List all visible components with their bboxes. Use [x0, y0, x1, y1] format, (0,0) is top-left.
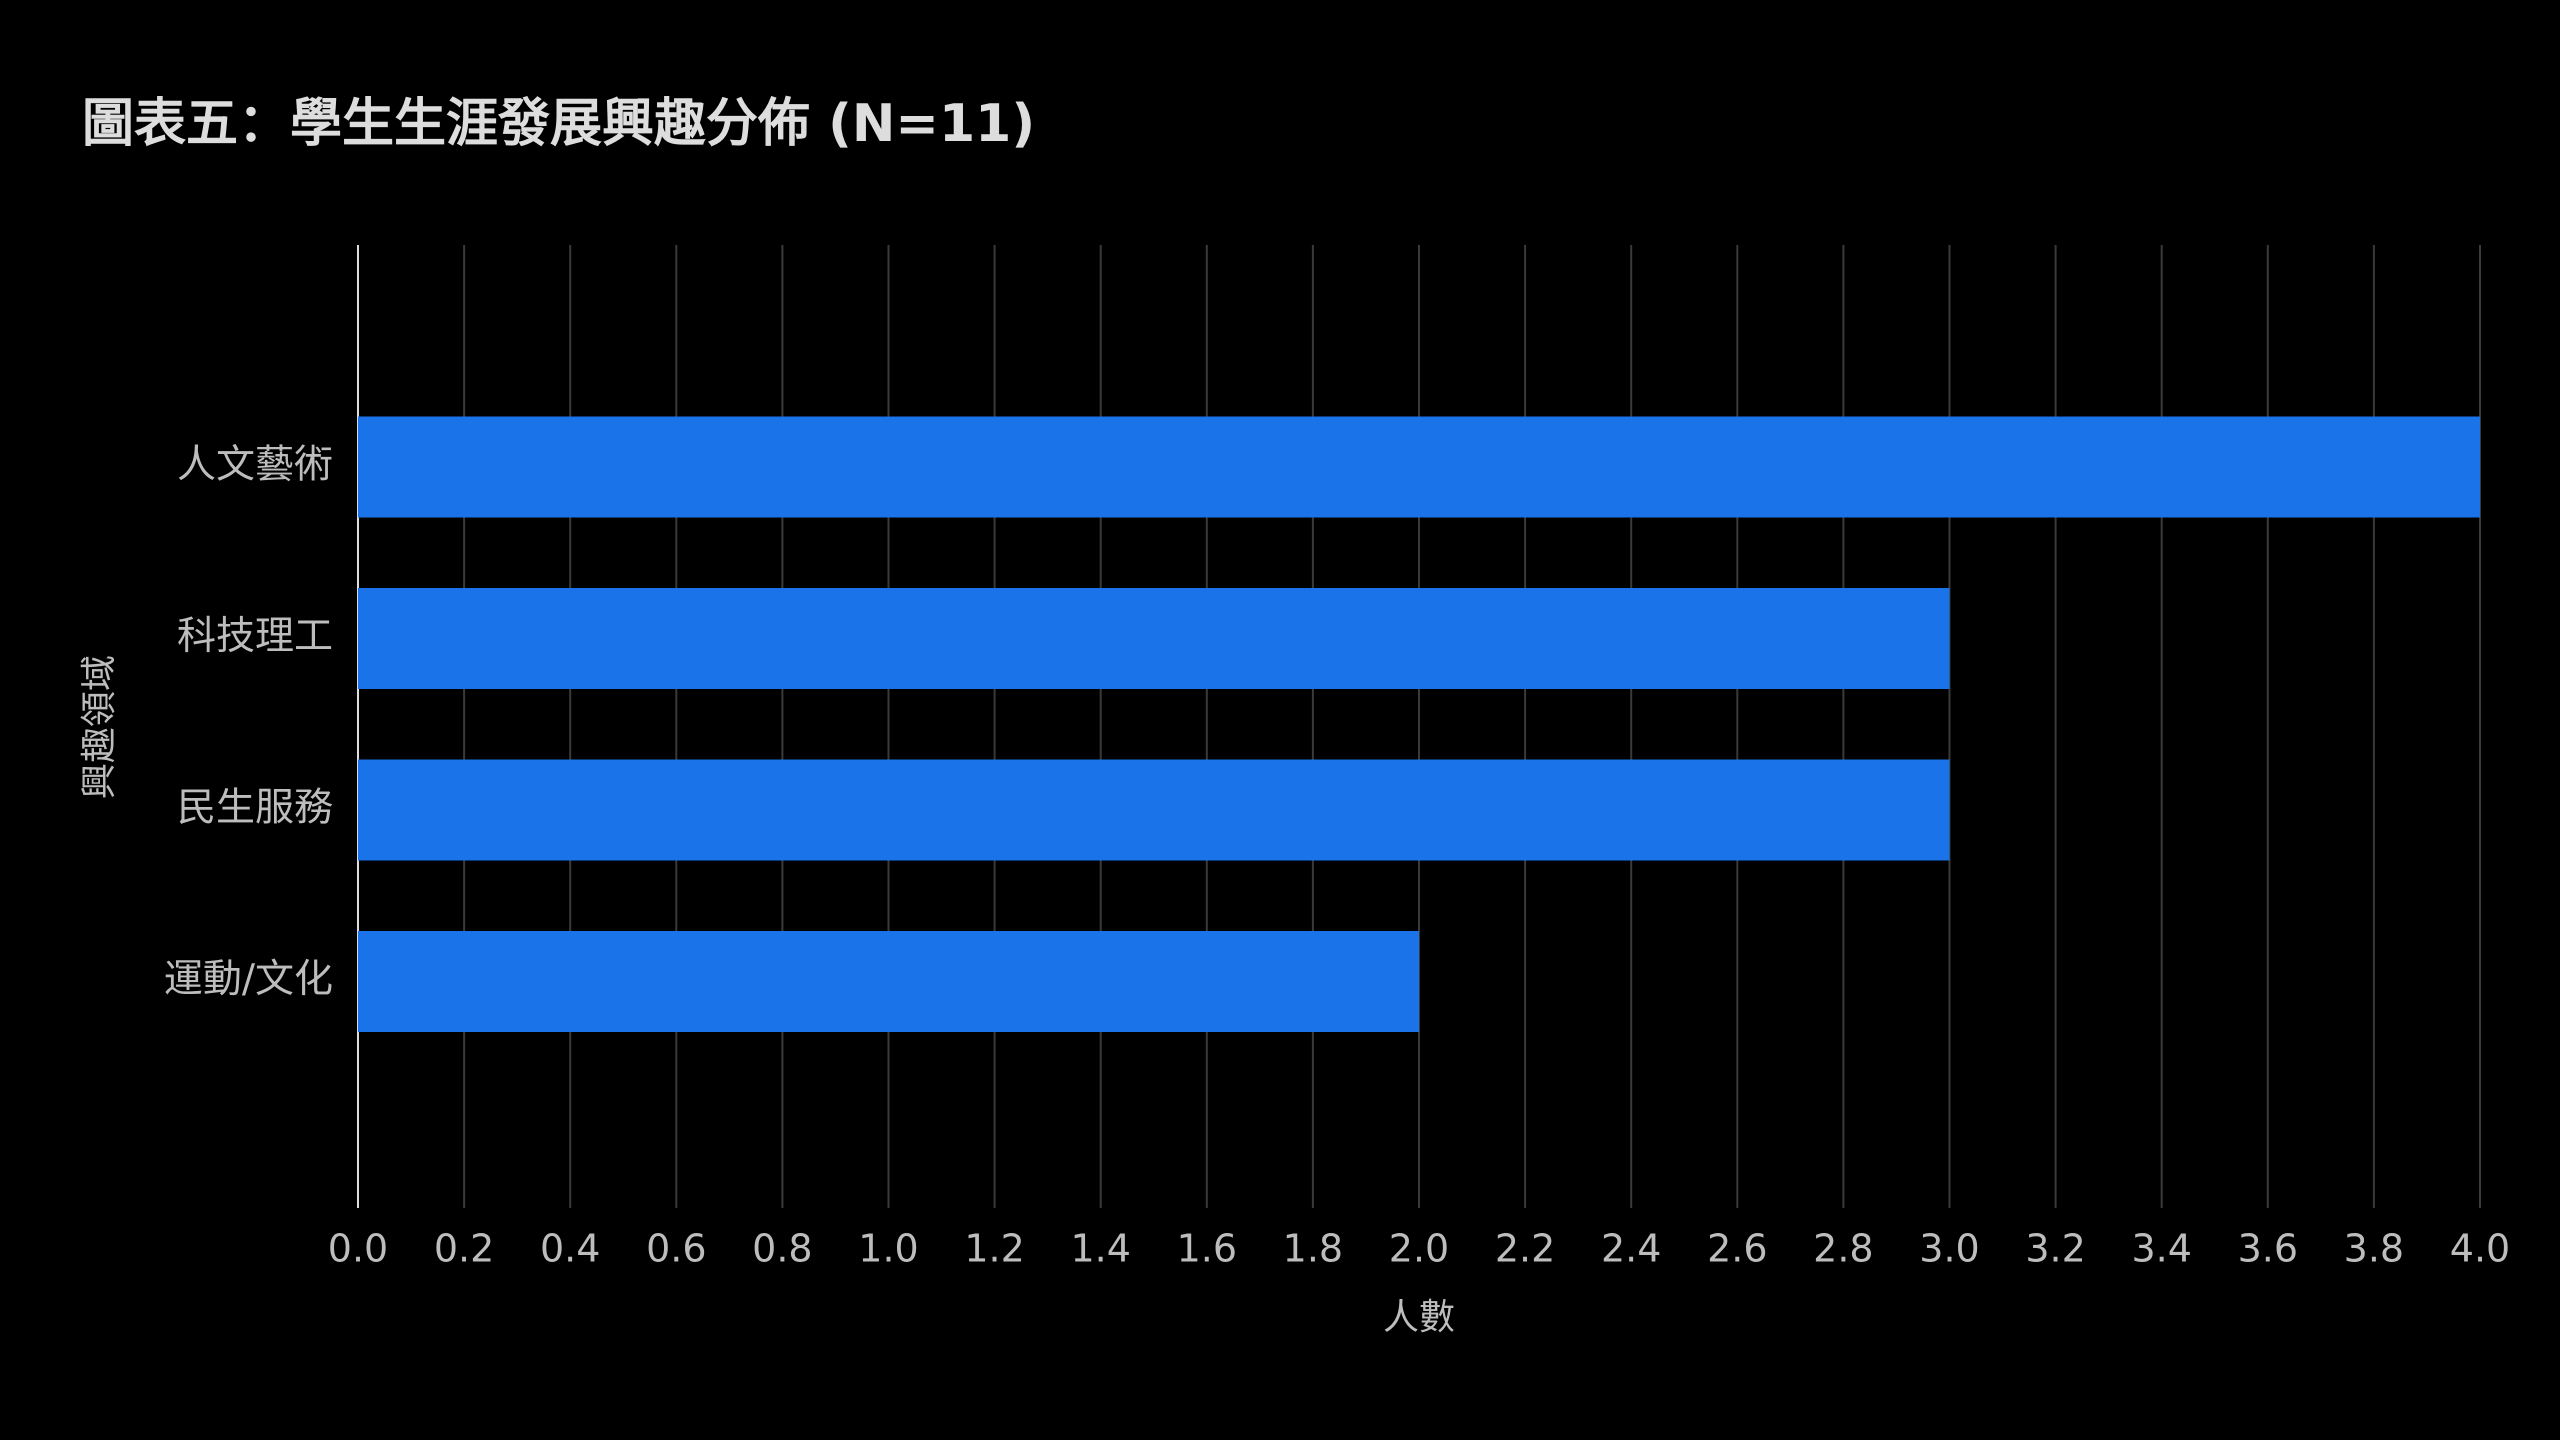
- x-tick-label: 3.2: [2025, 1227, 2085, 1271]
- chart-title: 圖表五：學生生涯發展興趣分佈 (N=11): [82, 94, 1035, 154]
- x-tick-label: 4.0: [2450, 1227, 2510, 1271]
- x-axis-title: 人數: [1383, 1297, 1455, 1338]
- x-tick-label: 0.8: [752, 1227, 812, 1271]
- y-tick-label: 人文藝術: [177, 443, 333, 488]
- x-tick-label: 1.4: [1070, 1227, 1130, 1271]
- x-tick-label: 0.6: [646, 1227, 706, 1271]
- y-axis-title: 興趣領域: [79, 655, 120, 799]
- x-tick-label: 3.6: [2238, 1227, 2298, 1271]
- x-tick-label: 3.4: [2131, 1227, 2191, 1271]
- bar: [358, 759, 1950, 861]
- x-tick-label: 1.6: [1177, 1227, 1237, 1271]
- x-tick-label: 0.4: [540, 1227, 600, 1271]
- x-tick-label: 2.4: [1601, 1227, 1661, 1271]
- y-tick-label: 民生服務: [177, 786, 333, 831]
- bar: [358, 416, 2480, 518]
- x-tick-label: 2.0: [1389, 1227, 1449, 1271]
- x-tick-label: 0.0: [328, 1227, 388, 1271]
- bar: [358, 931, 1419, 1032]
- bar: [358, 588, 1950, 689]
- x-tick-label: 2.8: [1813, 1227, 1873, 1271]
- x-tick-label: 2.2: [1495, 1227, 1555, 1271]
- y-tick-label: 科技理工: [177, 614, 333, 659]
- x-tick-label: 1.8: [1283, 1227, 1343, 1271]
- x-tick-label: 0.2: [434, 1227, 494, 1271]
- x-tick-label: 1.2: [964, 1227, 1024, 1271]
- x-tick-label: 1.0: [858, 1227, 918, 1271]
- x-tick-label: 2.6: [1707, 1227, 1767, 1271]
- y-tick-label: 運動/文化: [164, 957, 333, 1002]
- x-tick-label: 3.0: [1919, 1227, 1979, 1271]
- x-tick-label: 3.8: [2344, 1227, 2404, 1271]
